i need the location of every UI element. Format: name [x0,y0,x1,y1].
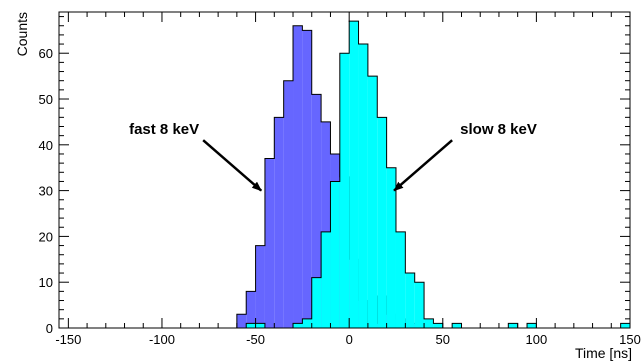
y-tick-label: 20 [39,229,53,244]
plot-frame [58,11,631,329]
y-axis-label: Counts [14,12,30,56]
bar-1-16 [424,318,434,328]
annotation-arrow-0 [202,139,263,192]
annotation-label-0: fast 8 keV [129,121,199,138]
y-tick-label: 40 [39,138,53,153]
bar-1-3 [302,318,312,328]
bar-0-2 [255,245,265,328]
series-1 [245,20,631,329]
x-tick-label: 0 [346,332,353,347]
x-tick-label: 100 [526,332,548,347]
y-tick-label: 10 [39,275,53,290]
y-tick-label: 50 [39,92,53,107]
bar-0-4 [274,117,284,328]
bar-0-5 [283,80,294,329]
bar-0-6 [293,25,303,328]
bar-0-0 [236,314,247,328]
bar-1-11 [377,117,387,328]
x-tick-label: -50 [246,332,265,347]
axis-ticks: -150 -100 -50 0 50 100 150 0 10 20 30 40 50 60 [39,12,641,347]
bar-1-1 [255,323,265,328]
x-tick-label: 150 [619,332,641,347]
bar-1-5 [321,231,331,328]
x-axis-label: Time [ns] [575,345,632,361]
y-tick-label: 60 [39,46,53,61]
bar-1-12 [386,167,396,328]
plot-bars [236,20,631,329]
bar-1-17 [433,323,443,328]
bar-1-18 [452,323,462,328]
x-tick-label: 50 [436,332,450,347]
bar-1-14 [405,273,415,328]
bar-1-7 [339,53,350,328]
bar-0-7 [302,30,312,328]
bar-0-9 [321,121,331,328]
y-tick-label: 0 [46,321,53,336]
bar-1-2 [293,323,303,328]
bar-1-4 [311,277,322,328]
bar-1-15 [414,282,425,328]
bar-1-20 [527,323,537,328]
x-tick-label: -100 [149,332,175,347]
bar-1-19 [508,323,518,328]
bar-1-8 [349,21,359,328]
bar-1-0 [246,323,256,328]
annotations: fast 8 keV slow 8 keV [129,121,537,192]
annotation-label-1: slow 8 keV [460,121,537,138]
bar-0-8 [311,94,322,328]
bar-1-6 [330,181,340,328]
bar-1-13 [395,231,406,328]
bar-0-1 [246,291,256,328]
annotation-arrow-1 [393,139,453,192]
x-tick-label: -150 [55,332,81,347]
bar-1-10 [367,76,378,329]
bar-1-21 [620,323,630,328]
y-tick-label: 30 [39,184,53,199]
bar-1-9 [358,44,368,328]
frame-rect [58,11,631,329]
bar-0-3 [264,158,275,328]
